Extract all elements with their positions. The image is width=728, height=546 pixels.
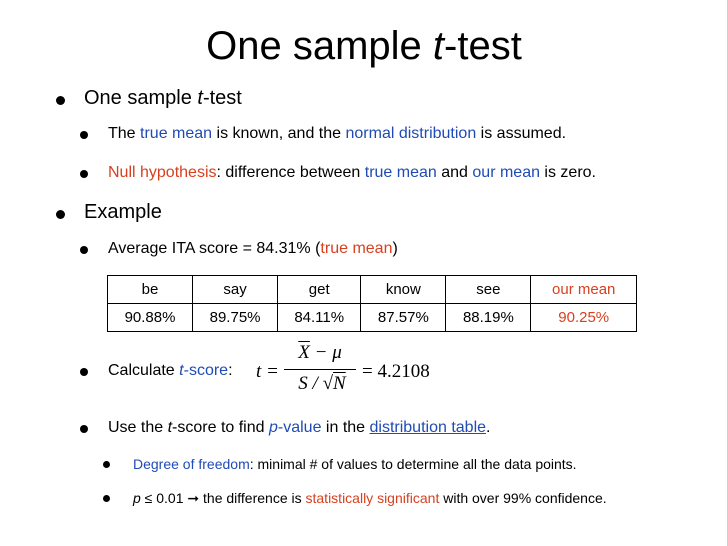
bullet-dot	[80, 368, 88, 376]
table-value-cell: 87.57%	[360, 303, 447, 332]
table-header-row: be say get know see our mean	[106, 275, 637, 304]
fraction-bar	[284, 369, 356, 370]
bullet-dot	[56, 210, 65, 219]
table-header-cell: get	[277, 275, 362, 304]
table-value-cell: 84.11%	[277, 303, 362, 332]
bullet-dot	[80, 131, 88, 139]
table-header-cell: know	[360, 275, 447, 304]
bullet-null-hypothesis: Null hypothesis: difference between true…	[108, 164, 596, 181]
bullet-dot	[103, 495, 110, 502]
table-header-cell-our-mean: our mean	[530, 275, 637, 304]
formula-lhs: t =	[256, 361, 279, 382]
bullet-example: Example	[84, 201, 162, 223]
bullet-degree-of-freedom: Degree of freedom: minimal # of values t…	[133, 456, 577, 472]
table-header-cell: be	[106, 275, 194, 304]
bullet-dot	[80, 246, 88, 254]
table-value-row: 90.88% 89.75% 84.11% 87.57% 88.19% 90.25…	[106, 303, 637, 332]
formula-result: = 4.2108	[362, 361, 430, 382]
table-header-cell: see	[445, 275, 532, 304]
formula-numerator: X − μ	[298, 342, 342, 363]
table-value-cell-our-mean: 90.25%	[530, 303, 637, 332]
bullet-dot	[80, 170, 88, 178]
bullet-p-value-significance: p ≤ 0.01 ➞ the difference is statistical…	[133, 490, 607, 506]
distribution-table-link[interactable]: distribution table	[369, 419, 487, 436]
bullet-use-t-score: Use the t-score to find p-value in the d…	[108, 419, 491, 436]
table-value-cell: 88.19%	[445, 303, 532, 332]
table-value-cell: 89.75%	[192, 303, 279, 332]
bullet-calculate-t-score: Calculate t-score:	[108, 362, 233, 379]
bullet-dot	[56, 96, 65, 105]
bullet-dot	[103, 461, 110, 468]
table-header-cell: say	[192, 275, 279, 304]
bullet-true-mean-known: The true mean is known, and the normal d…	[108, 125, 567, 142]
bullet-dot	[80, 425, 88, 433]
formula-denominator: S / √N	[298, 373, 346, 394]
slide-title: One sample t-test	[206, 24, 522, 68]
bullet-one-sample-t-test: One sample t-test	[84, 87, 242, 109]
bullet-average-ita-score: Average ITA score = 84.31% (true mean)	[108, 240, 398, 257]
table-value-cell: 90.88%	[106, 303, 194, 332]
scores-table: be say get know see our mean 90.88% 89.7…	[106, 275, 637, 332]
